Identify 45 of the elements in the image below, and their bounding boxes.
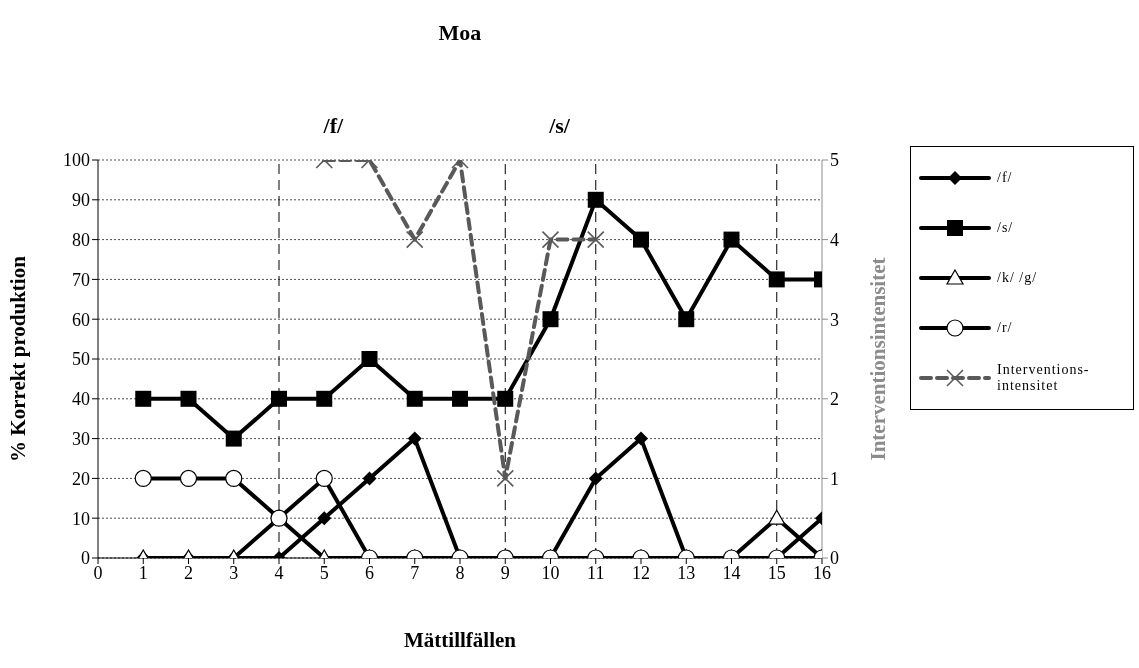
x-tick-label: 7 [410, 562, 420, 583]
y-tick-label: 70 [72, 269, 90, 290]
x-tick-label: 2 [184, 562, 193, 583]
y-tick-label: 80 [72, 229, 90, 250]
x-axis-title: Mättillfällen [403, 628, 517, 653]
x-tick-label: 8 [455, 562, 465, 583]
x-tick-label: 1 [138, 562, 148, 583]
x-tick-label: 6 [365, 562, 374, 583]
x-tick-label: 3 [229, 562, 239, 583]
x-tick-label: 9 [500, 562, 510, 583]
y-tick-label: 30 [72, 428, 90, 449]
chart-title: Moa [437, 20, 483, 46]
y-tick-label: 10 [72, 508, 90, 529]
y2-tick-label: 2 [830, 389, 839, 410]
x-tick-label: 10 [541, 562, 560, 583]
x-tick-label: 5 [319, 562, 329, 583]
y2-tick-label: 0 [830, 548, 839, 569]
y-tick-label: 60 [72, 309, 90, 330]
x-tick-label: 16 [813, 562, 831, 583]
y2-axis-title: Interventionsintensitet [866, 257, 891, 461]
y-tick-label: 90 [72, 190, 90, 211]
legend-label: /s/ [997, 220, 1015, 236]
x-tick-label: 0 [93, 562, 103, 583]
legend-label: /r/ [997, 320, 1014, 336]
legend-label: /k/ /g/ [997, 270, 1039, 286]
y-tick-label: 40 [72, 389, 90, 410]
y-tick-label: 50 [72, 349, 90, 370]
y-tick-label: 20 [72, 468, 90, 489]
x-tick-label: 11 [587, 562, 605, 583]
y2-tick-label: 1 [830, 468, 839, 489]
legend-label: Interventions-intensitet [997, 362, 1091, 394]
x-tick-label: 15 [767, 562, 786, 583]
x-tick-label: 13 [677, 562, 696, 583]
y-axis-title: % Korrekt produktion [6, 255, 31, 462]
text: /f/ [322, 113, 345, 139]
x-tick-label: 14 [722, 562, 741, 583]
y-tick-label: 100 [63, 150, 90, 171]
x-tick-label: 4 [274, 562, 284, 583]
y2-tick-label: 3 [830, 309, 839, 330]
y2-tick-label: 5 [830, 150, 839, 171]
y-tick-label: 0 [81, 548, 90, 569]
y2-tick-label: 4 [830, 229, 839, 250]
text: /s/ [548, 113, 571, 139]
legend-label: /f/ [997, 170, 1014, 186]
x-tick-label: 12 [632, 562, 650, 583]
